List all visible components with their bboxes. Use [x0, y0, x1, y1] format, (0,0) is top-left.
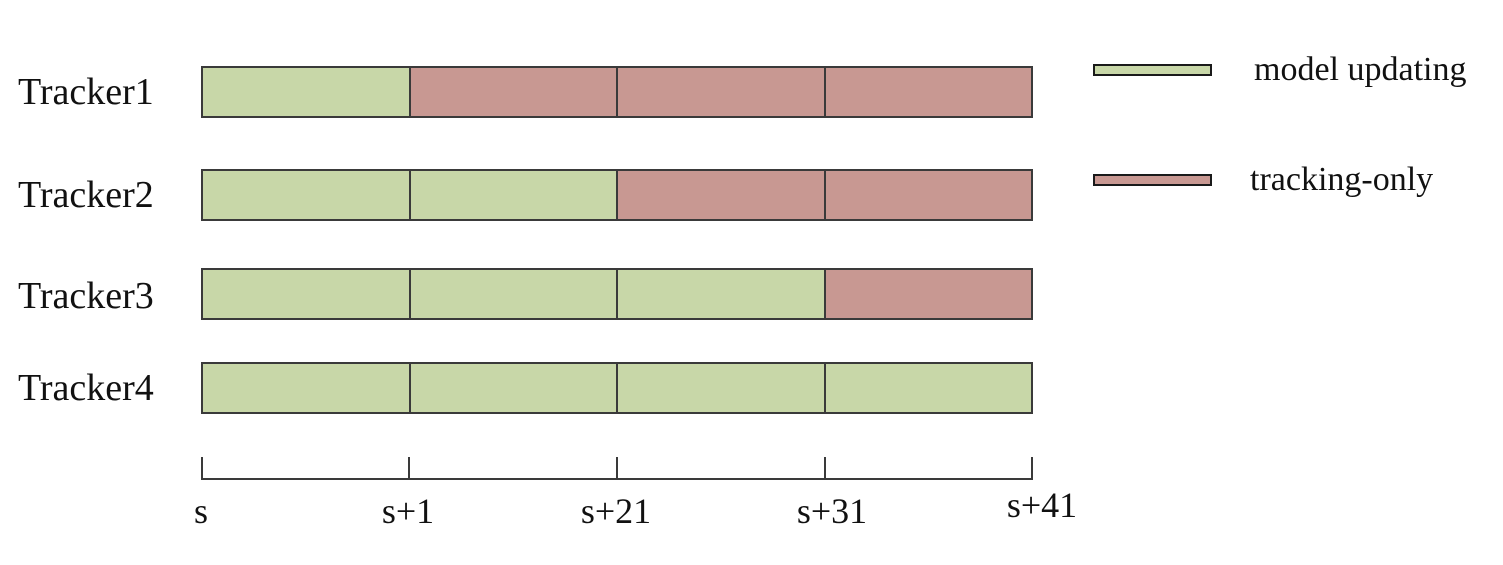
tracker3-segment-2 — [408, 270, 616, 318]
axis-label-s-plus-1: s+1 — [381, 491, 435, 531]
tracker-label-1: Tracker1 — [18, 71, 154, 113]
axis-tick-s-plus-1 — [408, 457, 410, 480]
tracker3-segment-1 — [203, 270, 409, 318]
axis-tick-s-plus-31 — [824, 457, 826, 480]
tracker4-segment-3 — [616, 364, 824, 412]
tracker-row-1 — [201, 66, 1033, 118]
tracker4-segment-1 — [203, 364, 409, 412]
legend-swatch-model-updating — [1093, 64, 1212, 76]
axis-tick-s-plus-41 — [1031, 457, 1033, 480]
tracker-label-2: Tracker2 — [18, 174, 154, 216]
tracker-row-4 — [201, 362, 1033, 414]
axis-label-s: s — [193, 491, 208, 531]
tracker1-segment-4 — [823, 68, 1031, 116]
tracker2-segment-4 — [823, 171, 1031, 219]
tracker2-segment-1 — [203, 171, 409, 219]
tracker2-segment-3 — [616, 171, 824, 219]
tracker-row-2 — [201, 169, 1033, 221]
tracker1-segment-3 — [616, 68, 824, 116]
tracker-label-4: Tracker4 — [18, 367, 154, 409]
tracker2-segment-2 — [408, 171, 616, 219]
tracker-row-3 — [201, 268, 1033, 320]
axis-label-s-plus-41: s+41 — [1006, 485, 1078, 525]
legend-label-tracking-only: tracking-only — [1250, 161, 1434, 198]
axis-label-s-plus-31: s+31 — [796, 491, 868, 531]
tracker3-segment-4 — [823, 270, 1031, 318]
legend-swatch-tracking-only — [1093, 174, 1212, 186]
tracker-label-3: Tracker3 — [18, 275, 154, 317]
tracker4-segment-4 — [823, 364, 1031, 412]
tracker3-segment-3 — [616, 270, 824, 318]
legend-label-model-updating: model updating — [1254, 51, 1467, 88]
axis-tick-s-plus-21 — [616, 457, 618, 480]
tracker4-segment-2 — [408, 364, 616, 412]
tracker1-segment-2 — [408, 68, 616, 116]
axis-tick-s — [201, 457, 203, 480]
tracker1-segment-1 — [203, 68, 409, 116]
axis-label-s-plus-21: s+21 — [580, 491, 652, 531]
